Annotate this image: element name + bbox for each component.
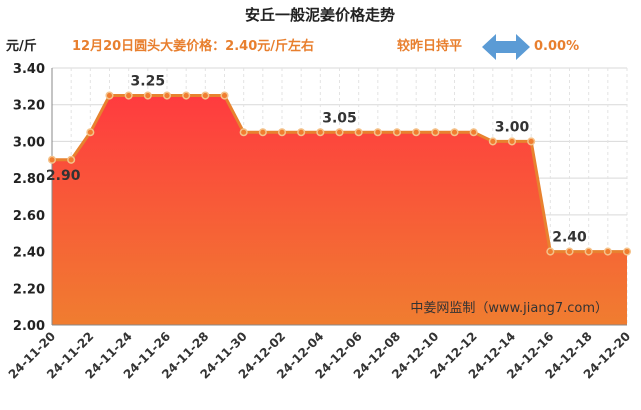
data-label: 2.40	[552, 230, 587, 246]
y-axis-label: 元/斤	[6, 38, 37, 54]
data-point	[450, 128, 459, 137]
data-point	[335, 128, 344, 137]
data-point	[354, 128, 363, 137]
y-tick-label: 3.00	[13, 135, 45, 150]
watermark: 中姜网监制（www.jiang7.com）	[410, 301, 608, 316]
change-percent: 0.00%	[534, 39, 579, 54]
data-point	[507, 137, 517, 146]
data-point	[67, 155, 76, 164]
data-points	[47, 91, 632, 256]
data-point	[392, 128, 402, 137]
data-labels: 2.90 3.25 3.05 3.00 2.40	[46, 74, 587, 246]
data-point	[182, 91, 191, 100]
data-point	[105, 91, 114, 100]
y-tick-label: 2.60	[13, 209, 45, 224]
data-label: 2.90	[46, 168, 81, 184]
data-point	[47, 155, 57, 164]
data-point	[124, 91, 133, 100]
x-axis-ticks: 24-11-2024-11-2224-11-2424-11-2624-11-28…	[6, 329, 633, 381]
data-point	[373, 128, 382, 137]
data-point	[584, 247, 593, 256]
y-axis-ticks: 2.00 2.20 2.40 2.60 2.80 3.00 3.20 3.40	[13, 62, 45, 334]
data-point	[603, 247, 612, 256]
data-label: 3.25	[131, 74, 166, 90]
data-point	[316, 128, 325, 137]
data-point	[431, 128, 440, 137]
data-point	[297, 128, 306, 137]
data-point	[469, 128, 478, 137]
y-tick-label: 2.80	[13, 172, 45, 187]
data-point	[201, 91, 210, 100]
data-label: 3.00	[495, 119, 530, 135]
data-point	[239, 128, 248, 137]
data-point	[488, 137, 497, 146]
data-point	[220, 91, 229, 100]
data-point	[277, 128, 287, 137]
data-point	[546, 247, 555, 256]
data-point	[86, 128, 95, 137]
y-tick-label: 3.20	[13, 99, 45, 114]
data-point	[622, 247, 632, 256]
data-point	[412, 128, 421, 137]
data-point	[162, 91, 172, 100]
compare-label: 较昨日持平	[397, 38, 462, 54]
y-tick-label: 3.40	[13, 62, 45, 77]
y-tick-label: 2.40	[13, 246, 45, 261]
price-note: 12月20日圆头大姜价格：2.40元/斤左右	[72, 38, 314, 54]
y-tick-label: 2.20	[13, 282, 45, 297]
data-point	[565, 247, 574, 256]
data-point	[258, 128, 267, 137]
double-arrow-icon	[482, 34, 530, 60]
data-point	[143, 91, 152, 100]
data-point	[527, 137, 536, 146]
data-label: 3.05	[322, 110, 357, 126]
chart-title: 安丘一般泥姜价格走势	[245, 6, 395, 24]
y-tick-label: 2.00	[13, 319, 45, 334]
axes	[51, 68, 627, 326]
area-fill	[52, 95, 627, 326]
